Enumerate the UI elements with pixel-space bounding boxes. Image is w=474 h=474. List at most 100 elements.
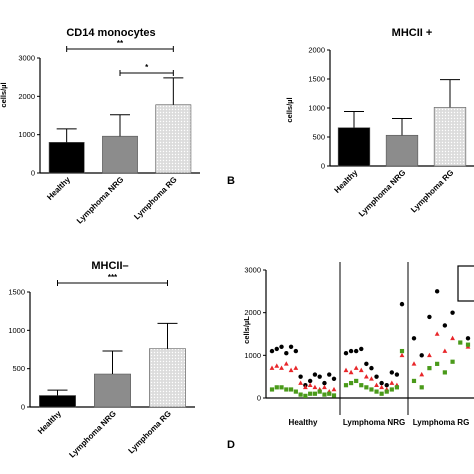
chart-title: MHCII + [392, 27, 433, 39]
scatter-point-square [369, 387, 374, 392]
scatter-point-square [359, 383, 364, 388]
category-label: Healthy [45, 175, 72, 202]
scatter-point-square [411, 378, 417, 384]
scatter-point-triangle [389, 380, 395, 385]
group-labels: Healthy Lymphoma NRG Lymphoma RG [289, 418, 470, 427]
scatter-point-square [293, 389, 298, 394]
scatter-point-circle [274, 346, 279, 352]
category-label: Healthy [333, 168, 360, 195]
scatter-point-square [284, 387, 289, 392]
scatter-point-triangle [298, 380, 304, 385]
scatter-point-circle [284, 351, 289, 356]
y-tick-label: 1000 [8, 326, 25, 335]
category-label: Lymphoma RG [127, 409, 173, 455]
scatter-point-square [389, 387, 394, 392]
bar-group [39, 322, 186, 408]
panel-letter-b: B [227, 175, 235, 187]
scatter-point-square [308, 391, 313, 396]
scatter-point-circle [374, 374, 379, 379]
scatter-point-square [303, 393, 308, 398]
y-tick-label: 500 [312, 133, 325, 142]
category-label: Lymphoma NRG [67, 409, 117, 459]
y-tick-label: 2000 [308, 46, 325, 55]
scatter-point-square [419, 385, 424, 390]
chart-title: CD14 monocytes [66, 27, 155, 39]
category-label: Lymphoma NRG [357, 168, 407, 218]
scatter-point-triangle [274, 363, 280, 368]
scatter-point-triangle [379, 384, 385, 390]
category-label: Lymphoma NRG [75, 175, 125, 225]
scatter-point-square [322, 392, 327, 397]
scatter-point-square [364, 385, 369, 390]
scatter-point-square [331, 393, 337, 398]
scatter-point-square [427, 366, 432, 371]
group-label: Lymphoma RG [413, 418, 470, 427]
y-tick-label: 3000 [18, 54, 35, 63]
y-tick-label: 0 [321, 162, 325, 171]
bar-group [337, 79, 467, 167]
scatter-point-circle [298, 374, 303, 379]
bar [94, 373, 131, 408]
scatter-point-circle [312, 372, 318, 377]
scatter-point-triangle [279, 365, 284, 370]
bar [39, 395, 76, 408]
scatter-points [269, 267, 471, 398]
scatter-point-circle [288, 344, 294, 349]
y-tick-label: 1000 [308, 104, 325, 113]
scatter-point-circle [384, 383, 389, 388]
scatter-point-triangle [307, 382, 313, 387]
scatter-point-circle [307, 378, 313, 384]
scatter-point-triangle [348, 369, 354, 375]
significance-label: ** [117, 39, 124, 48]
bar [102, 135, 138, 174]
group-label: Lymphoma NRG [343, 418, 405, 427]
y-tick-label: 1000 [244, 351, 261, 360]
y-axis-label: cells/µL [242, 316, 251, 344]
scatter-point-square [399, 348, 405, 354]
scatter-point-circle [379, 380, 384, 386]
scatter-point-square [327, 391, 332, 396]
scatter-point-triangle [442, 348, 448, 353]
bar [433, 107, 467, 167]
scatter-point-square [450, 359, 455, 364]
chart-mhcii-positive: MHCII + cells/µl 0 500 1000 1500 2000 Health… [285, 27, 474, 219]
scatter-point-square [274, 385, 279, 390]
bar [337, 127, 371, 167]
scatter-point-circle [331, 376, 337, 381]
scatter-point-circle [343, 351, 349, 356]
bar [155, 104, 192, 174]
scatter-point-square [394, 385, 400, 390]
scatter-point-square [298, 392, 303, 397]
scatter-point-square [312, 391, 318, 396]
y-tick-label: 3000 [244, 266, 261, 275]
scatter-point-triangle [283, 361, 289, 366]
scatter-point-triangle [343, 367, 349, 373]
scatter-point-square [269, 387, 275, 392]
scatter-point-square [288, 387, 294, 392]
scatter-point-square [435, 361, 440, 366]
scatter-point-square [384, 389, 389, 394]
significance-brackets: *** [66, 39, 174, 76]
scatter-point-square [348, 380, 354, 386]
scatter-point-triangle [419, 371, 425, 377]
scatter-point-triangle [288, 367, 294, 373]
category-label: Lymphoma RG [409, 168, 455, 214]
y-tick-label: 0 [257, 394, 261, 403]
scatter-point-triangle [450, 335, 455, 341]
scatter-point-square [343, 383, 349, 388]
scatter-point-circle [327, 372, 332, 377]
y-tick-label: 0 [21, 403, 25, 412]
scatter-point-circle [348, 348, 354, 354]
scatter-point-square [374, 389, 379, 394]
significance-label: * [145, 63, 149, 72]
scatter-point-triangle [374, 382, 379, 387]
scatter-point-triangle [411, 361, 417, 366]
bar-group [48, 77, 192, 174]
scatter-point-triangle [302, 384, 308, 390]
scatter-point-circle [419, 353, 424, 358]
scatter-point-triangle [312, 384, 318, 390]
scatter-point-triangle [363, 374, 369, 379]
